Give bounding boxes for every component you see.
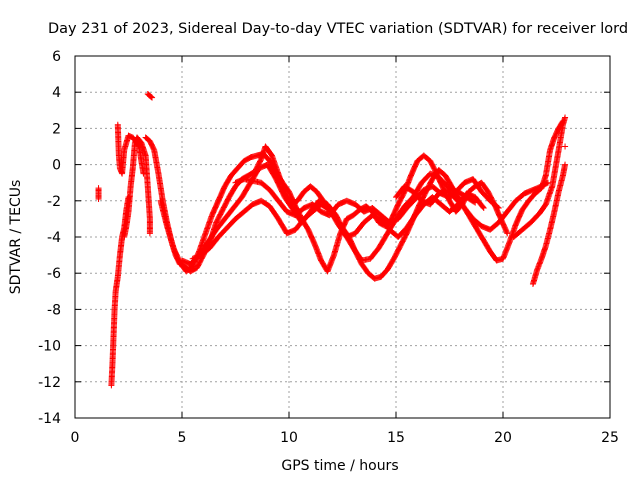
x-axis-label: GPS time / hours xyxy=(281,458,398,474)
series-arc-4 xyxy=(121,134,153,240)
series-arc-13 xyxy=(529,161,569,288)
x-tick-label: 10 xyxy=(280,430,298,446)
series-arc-14 xyxy=(562,143,569,150)
series-arc-5 xyxy=(144,91,156,101)
plot-area-frame xyxy=(74,55,611,419)
y-tick-label: -6 xyxy=(47,266,61,282)
y-tick-label: -8 xyxy=(47,302,61,318)
y-tick-label: 0 xyxy=(52,158,61,174)
data-points xyxy=(95,91,569,389)
data-point-interp xyxy=(471,198,478,205)
y-tick-label: -14 xyxy=(38,411,61,427)
data-point-interp xyxy=(494,204,501,211)
grid-lines xyxy=(75,56,610,418)
data-point xyxy=(562,143,569,150)
data-point xyxy=(149,94,156,101)
series-arc-1 xyxy=(95,185,102,202)
series-arc-9 xyxy=(189,190,487,262)
data-point xyxy=(562,114,569,121)
data-point xyxy=(472,199,479,206)
data-point xyxy=(495,205,502,212)
y-tick-label: -12 xyxy=(38,375,61,391)
x-tick-label: 20 xyxy=(494,430,512,446)
y-axis-label: SDTVAR / TECUs xyxy=(8,180,24,295)
data-point xyxy=(95,195,102,202)
chart-title: Day 231 of 2023, Sidereal Day-to-day VTE… xyxy=(48,21,628,37)
series-arc-12 xyxy=(510,114,569,240)
data-point-interp xyxy=(148,94,155,101)
y-tick-label: -4 xyxy=(47,230,61,246)
x-tick-label: 0 xyxy=(71,430,80,446)
y-tick-label: 6 xyxy=(52,49,61,65)
data-point-interp xyxy=(479,204,486,211)
data-point-interp xyxy=(543,180,550,187)
series-arc-2 xyxy=(108,194,132,389)
x-tick-label: 15 xyxy=(387,430,405,446)
x-tick-label: 25 xyxy=(601,430,619,446)
x-tick-label: 5 xyxy=(178,430,187,446)
series-arc-10 xyxy=(232,176,479,226)
data-point xyxy=(480,205,487,212)
data-point xyxy=(562,161,569,168)
y-tick-label: -2 xyxy=(47,194,61,210)
y-tick-label: 4 xyxy=(52,85,61,101)
y-tick-label: -10 xyxy=(38,339,61,355)
y-tick-label: 2 xyxy=(52,121,61,137)
data-point xyxy=(504,230,511,237)
data-point-interp xyxy=(147,93,154,100)
data-point xyxy=(146,230,153,237)
series-arc-11 xyxy=(393,179,551,233)
